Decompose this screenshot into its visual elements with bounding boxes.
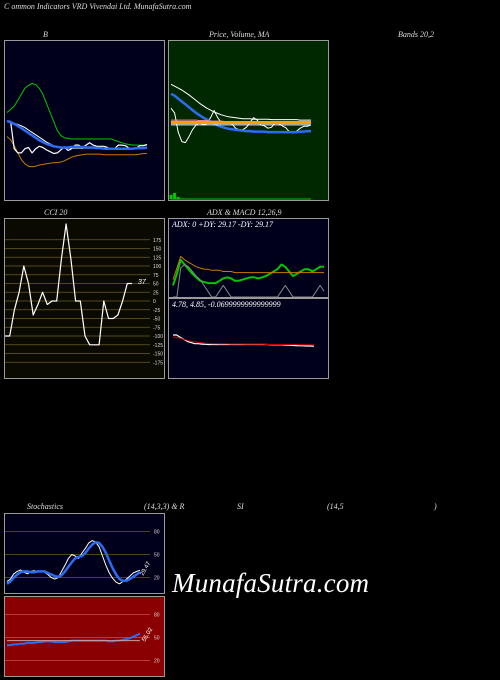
price-panel <box>168 40 329 201</box>
stochastics-panel: 80 50 20 29.47 <box>4 513 165 594</box>
macd-panel: 4.78, 4.85, -0.0699999999999999 <box>168 298 329 379</box>
bollinger-panel <box>4 40 165 201</box>
stochastics-series-%D <box>6 540 141 585</box>
cci-tick-label: -175 <box>153 360 163 366</box>
adx-chart <box>172 255 325 297</box>
stochastics-params-label: (14,3,3) & R <box>144 502 185 511</box>
price-volume-ma-label: Price, Volume, MA <box>209 30 270 39</box>
rsi-close-label: ) <box>434 502 437 511</box>
adx-readout: ADX: 0 +DY: 29.17 -DY: 29.17 <box>172 220 274 229</box>
cci-value-label: 37 <box>138 279 147 286</box>
cci-tick-label: 0 <box>153 299 156 305</box>
adx-series--DY <box>172 255 324 280</box>
cci-tick-label: -100 <box>153 334 163 340</box>
rsi-tick-label: 50 <box>154 636 160 642</box>
stochastics-tick-label: 20 <box>154 576 160 582</box>
bollinger-bands-series-upper <box>6 83 147 146</box>
watermark: MunafaSutra.com <box>172 568 370 598</box>
cci-tick-label: -125 <box>153 343 163 349</box>
cci-tick-label: -50 <box>153 317 160 323</box>
stochastics-tick-label: 50 <box>154 553 160 559</box>
rsi-panel: 80 50 20 55.02 <box>4 596 165 677</box>
cci-chart: 175 150 125 100 75 50 25 0 -25 -50 -75 -100 -125 -150… <box>5 223 163 366</box>
price-volume-ma-series-ma-fast <box>170 92 311 134</box>
bollinger-bands-series-lower <box>6 136 147 168</box>
cci-tick-label: -150 <box>153 352 163 358</box>
volume-bar <box>176 197 180 199</box>
bollinger-bands-series-average <box>6 119 148 150</box>
cci-tick-label: 125 <box>153 255 162 261</box>
rsi-series-rsi <box>7 632 141 647</box>
bollinger-bands-series-price <box>7 120 148 155</box>
macd-readout: 4.78, 4.85, -0.0699999999999999 <box>172 300 281 309</box>
cci-tick-label: 175 <box>153 238 162 244</box>
adx-panel: ADX: 0 +DY: 29.17 -DY: 29.17 <box>168 218 329 298</box>
macd-series-signal <box>173 336 314 346</box>
cci-panel: 175 150 125 100 75 50 25 0 -25 -50 -75 -100 -125 -150… <box>4 218 165 379</box>
adx-macd-label: ADX & MACD 12,26,9 <box>207 208 282 217</box>
stochastics-value-label: 29.47 <box>140 560 153 577</box>
cci-tick-label: 50 <box>153 282 159 288</box>
bollinger-chart <box>6 83 148 168</box>
bands-value-label: Bands 20,2 <box>398 30 434 39</box>
price-volume-ma-series-ma-slow <box>170 83 311 121</box>
adx-series-ADX <box>173 264 325 297</box>
page-title: C ommon Indicators VRD Vivendai Ltd. Mun… <box>4 2 192 11</box>
rsi-chart: 80 50 20 55.02 <box>5 612 160 665</box>
cci-tick-label: 150 <box>153 247 162 253</box>
cci-tick-label: 75 <box>153 273 159 279</box>
cci-tick-label: 100 <box>153 264 162 270</box>
cci-tick-label: 25 <box>153 290 159 296</box>
stochastics-tick-label: 80 <box>154 529 160 535</box>
volume-bar <box>169 195 173 199</box>
cci-tick-label: -75 <box>153 325 160 331</box>
stochastics-label: Stochastics <box>27 502 63 511</box>
rsi-params-label: (14,5 <box>327 502 344 511</box>
rsi-label: SI <box>237 502 244 511</box>
bands-letter-label: B <box>43 30 48 39</box>
volume-bar <box>173 193 177 199</box>
rsi-tick-label: 80 <box>154 612 160 618</box>
cci-tick-label: -25 <box>153 308 160 314</box>
cci-label: CCI 20 <box>44 208 68 217</box>
macd-chart <box>173 334 315 347</box>
cci-series-cci <box>5 223 132 346</box>
price-chart <box>169 83 312 200</box>
rsi-tick-label: 20 <box>154 659 160 665</box>
rsi-value-label: 55.02 <box>142 626 155 643</box>
